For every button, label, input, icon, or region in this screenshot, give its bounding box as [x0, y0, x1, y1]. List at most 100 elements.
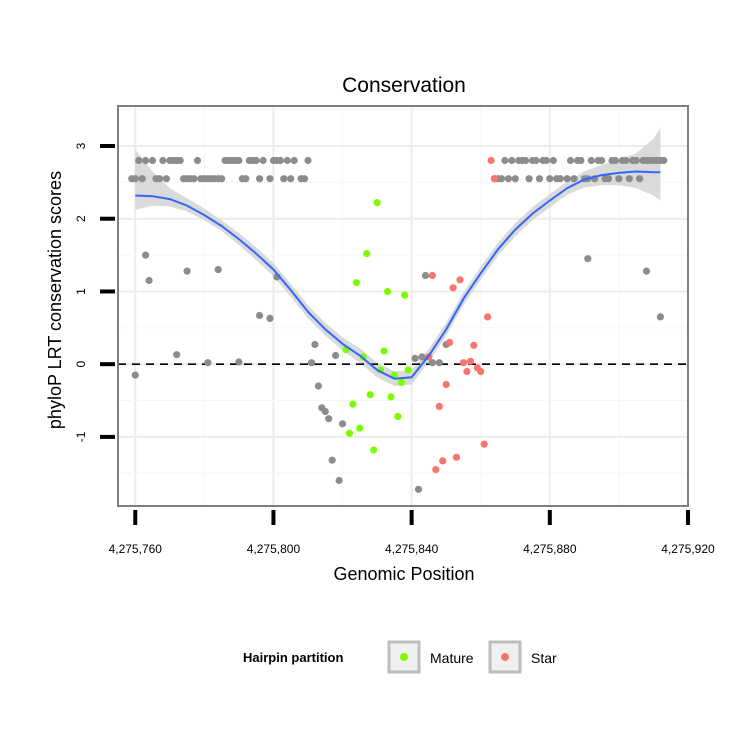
- point-star: [446, 338, 454, 346]
- point-other: [604, 175, 613, 183]
- point-mature: [401, 291, 409, 299]
- point-other: [642, 267, 651, 275]
- x-axis: 4,275,760 4,275,800 4,275,840 4,275,880 4,27…: [109, 510, 715, 556]
- point-star: [470, 341, 478, 349]
- point-other: [287, 175, 295, 183]
- legend-dot-mature: [400, 653, 408, 661]
- point-star: [487, 156, 495, 165]
- smooth-line: [135, 170, 661, 380]
- point-other: [193, 156, 202, 165]
- point-star: [435, 402, 443, 410]
- point-other: [577, 156, 585, 165]
- point-other: [321, 407, 329, 416]
- point-mature: [397, 378, 405, 386]
- y-tick-label: 2: [74, 215, 88, 222]
- point-other: [300, 175, 309, 183]
- legend-label-star: Star: [531, 650, 557, 666]
- point-other: [145, 276, 153, 285]
- point-mature: [352, 279, 360, 287]
- point-other: [314, 382, 322, 390]
- point-other: [421, 271, 430, 280]
- point-other: [598, 156, 606, 165]
- point-other: [411, 354, 419, 362]
- point-other: [622, 156, 630, 165]
- point-star: [439, 457, 447, 465]
- point-other: [566, 156, 575, 165]
- point-other: [311, 340, 319, 349]
- point-other: [256, 175, 264, 183]
- point-other: [176, 156, 184, 165]
- point-star: [432, 466, 440, 474]
- point-other: [183, 267, 191, 275]
- point-other: [142, 251, 150, 259]
- y-tick-label: -1: [74, 431, 88, 442]
- point-other: [563, 175, 571, 183]
- point-other: [636, 175, 644, 183]
- point-other: [290, 156, 298, 165]
- point-other: [259, 156, 267, 165]
- point-other: [504, 175, 512, 183]
- point-other: [304, 156, 312, 165]
- x-axis-title: Genomic Position: [333, 564, 474, 584]
- point-other: [525, 175, 533, 183]
- point-other: [283, 156, 291, 165]
- legend: Hairpin partition Mature Star: [243, 640, 557, 674]
- point-other: [142, 156, 150, 165]
- point-other: [546, 175, 554, 183]
- legend-title: Hairpin partition: [243, 650, 343, 665]
- point-star: [484, 313, 492, 321]
- point-mature: [383, 287, 392, 296]
- point-other: [280, 175, 288, 183]
- point-other: [497, 175, 506, 183]
- point-other: [332, 351, 340, 360]
- point-other: [542, 156, 551, 165]
- point-other: [587, 156, 595, 165]
- x-tick-label: 4,275,880: [523, 542, 577, 556]
- point-other: [338, 420, 347, 428]
- point-mature: [394, 412, 402, 421]
- point-other: [508, 156, 516, 165]
- point-star: [477, 367, 485, 376]
- point-other: [159, 156, 167, 165]
- point-other: [414, 485, 423, 493]
- data-points: [128, 156, 668, 493]
- point-star: [456, 276, 464, 284]
- point-other: [501, 156, 509, 165]
- point-other: [155, 175, 164, 183]
- point-other: [584, 255, 592, 263]
- point-other: [556, 175, 564, 183]
- smooth-trend-line: [135, 170, 661, 380]
- point-other: [135, 156, 143, 165]
- point-other: [266, 175, 274, 183]
- plot-panel: [117, 105, 689, 507]
- plot-border: [117, 105, 689, 507]
- point-other: [532, 156, 540, 165]
- point-other: [214, 266, 222, 274]
- point-star: [480, 440, 488, 448]
- point-mature: [380, 347, 388, 355]
- point-other: [218, 175, 226, 183]
- point-other: [615, 175, 623, 183]
- point-star: [442, 380, 450, 389]
- point-other: [190, 175, 198, 183]
- point-mature: [370, 446, 378, 454]
- point-star: [466, 357, 474, 365]
- point-other: [276, 156, 284, 165]
- point-mature: [404, 366, 412, 374]
- point-other: [656, 313, 665, 321]
- point-mature: [356, 424, 364, 432]
- point-star: [459, 359, 468, 367]
- x-tick-label: 4,275,800: [247, 542, 301, 556]
- x-tick-label: 4,275,840: [385, 542, 439, 556]
- point-star: [463, 367, 471, 376]
- point-other: [549, 156, 557, 165]
- y-tick-label: 3: [74, 142, 88, 149]
- point-mature: [349, 400, 357, 408]
- point-other: [204, 359, 212, 367]
- point-star: [490, 175, 499, 183]
- point-mature: [366, 391, 374, 399]
- point-other: [252, 156, 260, 165]
- point-other: [511, 175, 519, 183]
- point-other: [148, 156, 157, 165]
- point-other: [325, 415, 333, 423]
